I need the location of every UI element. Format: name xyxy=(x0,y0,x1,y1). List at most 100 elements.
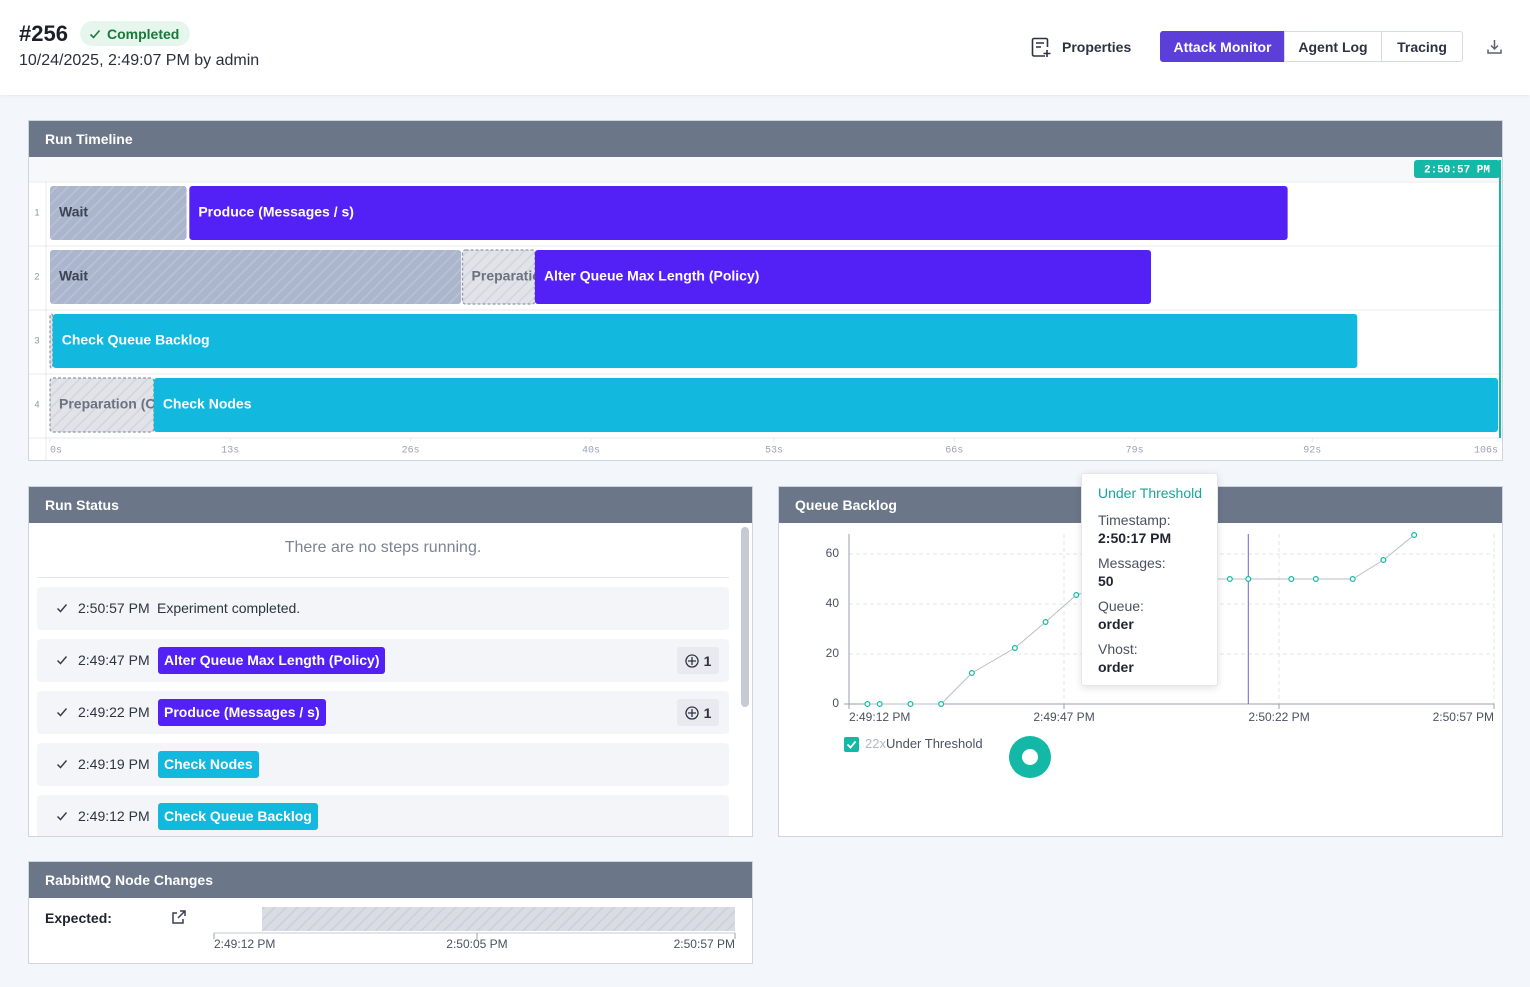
legend-check xyxy=(846,740,857,749)
tab[interactable]: Agent Log xyxy=(1284,31,1382,62)
bar-label: Check Queue Backlog xyxy=(62,332,210,348)
legend-entry[interactable]: 22xUnder Threshold xyxy=(865,736,983,751)
tooltip: Under Threshold Timestamp: 2:50:17 PM Me… xyxy=(1081,473,1218,686)
lane-number: 4 xyxy=(34,399,39,409)
run-status-panel: Run Status There are no steps running. 2… xyxy=(28,486,753,837)
x-tick-label: 2:50:05 PM xyxy=(446,937,507,951)
wait-bar xyxy=(50,186,187,240)
status-time: 2:49:19 PM xyxy=(78,756,150,772)
status-time: 2:49:47 PM xyxy=(78,652,150,668)
check-icon xyxy=(56,656,68,665)
bar-label: Produce (Messages / s) xyxy=(198,204,354,220)
check-path xyxy=(56,708,68,717)
check-icon xyxy=(56,760,68,769)
check-path xyxy=(56,656,68,665)
step-bar xyxy=(189,186,1288,240)
count-badge[interactable]: 1 xyxy=(677,647,719,674)
tooltip-title: Under Threshold xyxy=(1098,485,1203,501)
y-tick-label: 60 xyxy=(826,546,840,560)
bar-label: Preparation xyxy=(472,268,550,284)
status-time: 2:50:57 PM xyxy=(78,600,150,616)
x-tick-label: 66s xyxy=(945,446,963,457)
now-label: 2:50:57 PM xyxy=(1424,164,1490,176)
step-pill: Alter Queue Max Length (Policy) xyxy=(158,647,386,674)
lane-number: 3 xyxy=(34,335,39,345)
run-timeline-panel: Run Timeline 0s 13s 26s 40s 53s 66s 79s 92s 106s… xyxy=(28,120,1503,461)
expected-bar xyxy=(262,907,735,931)
tooltip-value: order xyxy=(1098,659,1134,675)
data-point xyxy=(1073,591,1080,598)
x-tick-label: 2:50:22 PM xyxy=(1248,710,1309,724)
target-icon xyxy=(684,705,699,720)
preparation-bar xyxy=(49,313,54,369)
bar-label: Preparation (Check Nodes) xyxy=(59,396,239,412)
target-path xyxy=(684,705,699,720)
status-text: Experiment completed. xyxy=(157,600,301,616)
data-point xyxy=(864,701,871,708)
step-pill: Produce (Messages / s) xyxy=(158,699,326,726)
check-path xyxy=(56,604,68,613)
x-tick-label: 106s xyxy=(1474,446,1498,457)
external-link[interactable] xyxy=(171,909,187,925)
data-point xyxy=(1245,575,1252,582)
properties-button[interactable]: Properties xyxy=(1031,36,1131,58)
check-path xyxy=(56,760,68,769)
data-point xyxy=(1288,575,1295,582)
tooltip-label: Vhost: xyxy=(1098,641,1138,657)
bar-label: Check Nodes xyxy=(163,396,252,412)
step-bar xyxy=(534,250,1152,304)
tooltip-label: Messages: xyxy=(1098,555,1166,571)
x-tick-label: 2:50:57 PM xyxy=(674,937,735,951)
panel-title: RabbitMQ Node Changes xyxy=(29,862,752,898)
status-item: 2:49:47 PM Alter Queue Max Length (Policy… xyxy=(37,639,729,682)
x-tick-label: 2:50:57 PM xyxy=(1433,710,1494,724)
target-path xyxy=(684,653,699,668)
x-tick-label: 92s xyxy=(1303,446,1321,457)
check-icon xyxy=(89,29,101,39)
data-point xyxy=(907,701,914,708)
x-tick-label: 53s xyxy=(765,446,783,457)
x-tick-label: 0s xyxy=(50,446,62,457)
timeline: 0s 13s 26s 40s 53s 66s 79s 92s 106s 1 Wait Produce … xyxy=(29,157,1502,460)
properties-icon xyxy=(1031,37,1051,57)
data-point xyxy=(938,701,945,708)
legend-checkbox[interactable] xyxy=(844,737,859,752)
x-tick-label: 2:49:12 PM xyxy=(214,937,275,951)
count-badge[interactable]: 1 xyxy=(677,699,719,726)
node-changes-axis: 2:49:12 PM 2:50:05 PM 2:50:57 PM xyxy=(213,907,736,951)
expected-label: Expected: xyxy=(45,910,112,926)
status-item: 2:49:12 PM Check Queue Backlog xyxy=(37,795,729,836)
panel-title: Run Timeline xyxy=(29,121,1502,157)
download-button[interactable] xyxy=(1486,38,1503,55)
tooltip-label: Timestamp: xyxy=(1098,512,1171,528)
x-tick-label: 79s xyxy=(1126,446,1144,457)
check-icon xyxy=(56,604,68,613)
x-tick-label: 2:49:47 PM xyxy=(1033,710,1094,724)
data-point xyxy=(876,701,883,708)
data-point xyxy=(1042,618,1049,625)
status-time: 2:49:12 PM xyxy=(78,808,150,824)
lane-number: 1 xyxy=(34,207,39,217)
header: #256 Completed 10/24/2025, 2:49:07 PM by… xyxy=(0,0,1530,95)
tab[interactable]: Tracing xyxy=(1381,31,1463,62)
step-bar xyxy=(153,378,1499,432)
y-tick-label: 20 xyxy=(826,646,840,660)
step-pill: Check Queue Backlog xyxy=(158,803,318,830)
lane-number: 2 xyxy=(34,271,39,281)
bar-label: Alter Queue Max Length (Policy) xyxy=(544,268,759,284)
y-tick-label: 0 xyxy=(832,696,839,710)
tab[interactable]: Attack Monitor xyxy=(1160,31,1285,62)
tooltip-value: 2:50:17 PM xyxy=(1098,530,1172,546)
status-text: Completed xyxy=(107,25,180,42)
properties-label: Properties xyxy=(1062,39,1132,55)
step-pill: Check Nodes xyxy=(158,751,259,778)
data-point xyxy=(1312,575,1319,582)
now-badge xyxy=(1414,160,1500,178)
status-item: 2:50:57 PM Experiment completed. xyxy=(37,587,729,630)
check-path xyxy=(56,812,68,821)
legend-count: 22x xyxy=(865,736,886,751)
timeline-top-band xyxy=(29,157,1502,181)
scrollbar[interactable] xyxy=(741,527,749,707)
check-icon xyxy=(56,708,68,717)
data-point xyxy=(1226,575,1233,582)
